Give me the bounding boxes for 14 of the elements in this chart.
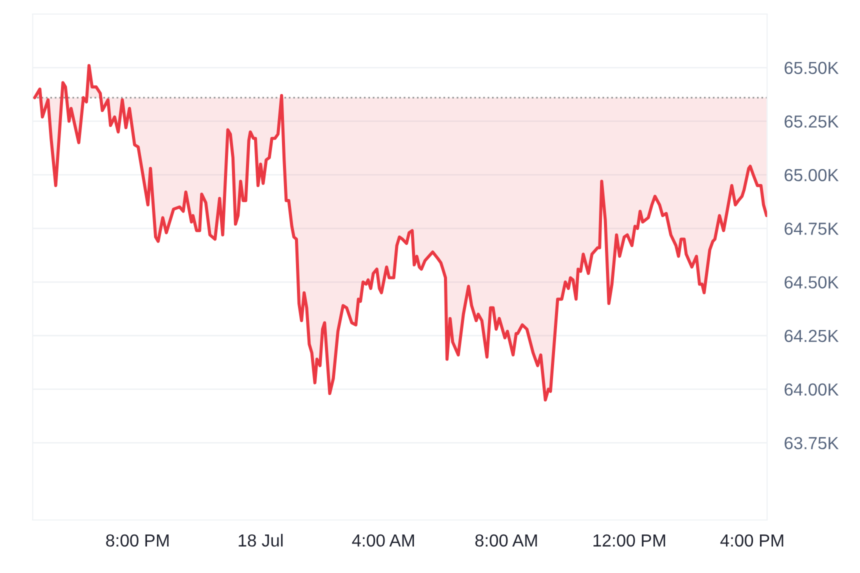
x-tick-label: 4:00 AM [352,534,414,547]
x-tick-label: 8:00 PM [106,534,169,547]
x-tick-label: 12:00 PM [594,534,666,547]
y-tick-label: 64.50K [784,276,839,288]
y-tick-label: 64.75K [784,222,839,235]
x-tick-label: 4:00 PM [720,534,784,547]
y-tick-label: 64.25K [784,330,839,342]
y-tick-label: 65.25K [784,115,839,128]
y-tick-label: 63.75K [784,436,839,450]
y-tick-label: 64.00K [784,383,839,396]
y-tick-label: 65.50K [784,62,839,74]
y-tick-label: 65.00K [784,169,839,182]
x-tick-label: 18 Jul [238,534,283,547]
x-tick-label: 8:00 AM [475,534,537,547]
